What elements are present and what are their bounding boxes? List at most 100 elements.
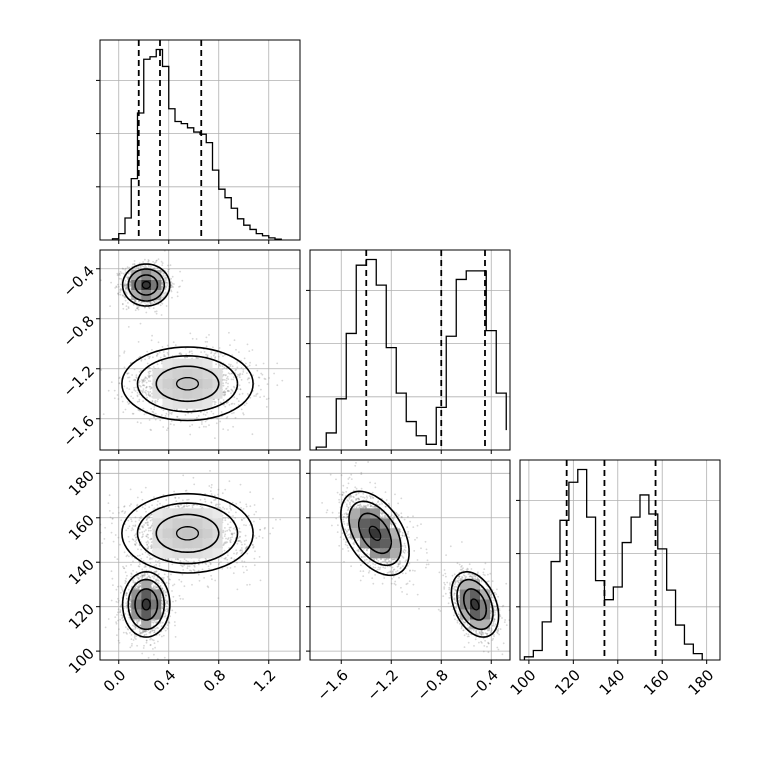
scatter-point bbox=[154, 587, 157, 589]
scatter-point bbox=[206, 354, 209, 356]
contour-line bbox=[134, 274, 159, 296]
scatter-point bbox=[201, 506, 204, 509]
scatter-point bbox=[118, 641, 121, 644]
scatter-point bbox=[181, 279, 184, 282]
scatter-point bbox=[138, 583, 140, 586]
scatter-point bbox=[124, 282, 126, 285]
scatter-point bbox=[149, 301, 152, 303]
scatter-point bbox=[162, 426, 165, 428]
scatter-point bbox=[127, 372, 130, 375]
scatter-point bbox=[123, 284, 126, 287]
scatter-point bbox=[253, 395, 256, 397]
scatter-point bbox=[224, 391, 227, 393]
scatter-point bbox=[141, 381, 144, 384]
scatter-point bbox=[145, 389, 147, 392]
scatter-point bbox=[137, 588, 140, 590]
scatter-point bbox=[128, 504, 131, 507]
scatter-point bbox=[193, 565, 196, 568]
scatter-point bbox=[165, 608, 168, 610]
scatter-point bbox=[140, 369, 142, 372]
scatter-point bbox=[121, 400, 124, 403]
scatter-point bbox=[235, 348, 237, 351]
scatter-point bbox=[118, 382, 121, 385]
scatter-point bbox=[156, 621, 158, 623]
scatter-point bbox=[206, 411, 209, 414]
scatter-point bbox=[164, 629, 167, 632]
scatter-point bbox=[138, 586, 140, 589]
scatter-point bbox=[164, 276, 166, 279]
scatter-point bbox=[136, 391, 139, 394]
panel-border bbox=[309, 249, 511, 451]
scatter-point bbox=[163, 278, 166, 280]
scatter-point bbox=[161, 635, 163, 638]
scatter-point bbox=[174, 599, 177, 602]
density-cell bbox=[172, 378, 183, 389]
scatter-point bbox=[117, 639, 120, 642]
scatter-point bbox=[117, 585, 119, 588]
scatter-point bbox=[149, 428, 152, 431]
scatter-point bbox=[224, 374, 227, 377]
scatter-point bbox=[130, 573, 133, 575]
scatter-point bbox=[135, 635, 138, 637]
scatter-point bbox=[150, 526, 152, 528]
scatter-point bbox=[198, 559, 200, 562]
scatter-point bbox=[233, 403, 236, 405]
scatter-point bbox=[219, 401, 222, 404]
scatter-point bbox=[139, 582, 142, 585]
scatter-point bbox=[150, 637, 152, 640]
scatter-point bbox=[123, 352, 125, 354]
scatter-point bbox=[129, 602, 132, 605]
scatter-point bbox=[115, 285, 118, 288]
scatter-point bbox=[149, 302, 152, 304]
scatter-point bbox=[190, 350, 193, 353]
scatter-point bbox=[147, 259, 150, 261]
scatter-point bbox=[155, 570, 158, 573]
density-cell bbox=[192, 378, 203, 389]
scatter-point bbox=[132, 539, 135, 541]
scatter-point bbox=[168, 578, 171, 581]
scatter-point bbox=[145, 392, 147, 395]
scatter-point bbox=[138, 531, 141, 534]
scatter-point bbox=[132, 379, 135, 381]
scatter-point bbox=[117, 608, 120, 611]
scatter-point bbox=[174, 624, 176, 627]
scatter-point bbox=[138, 586, 140, 589]
scatter-point bbox=[149, 557, 152, 560]
scatter-point bbox=[139, 322, 142, 325]
scatter-point bbox=[136, 621, 138, 623]
scatter-point bbox=[212, 398, 215, 401]
scatter-point bbox=[186, 356, 188, 358]
scatter-point bbox=[145, 311, 148, 314]
scatter-point bbox=[132, 580, 135, 582]
scatter-point bbox=[166, 624, 169, 626]
scatter-point bbox=[149, 630, 152, 633]
scatter-point bbox=[214, 352, 217, 354]
scatter-point bbox=[193, 483, 196, 486]
density-cell bbox=[202, 368, 213, 379]
scatter-point bbox=[139, 632, 142, 634]
scatter-point bbox=[145, 529, 147, 531]
scatter-point bbox=[158, 573, 160, 575]
scatter-point bbox=[138, 384, 141, 387]
scatter-point bbox=[149, 302, 152, 305]
scatter-point bbox=[186, 356, 189, 359]
scatter-point bbox=[120, 278, 123, 280]
scatter-point bbox=[159, 419, 162, 422]
scatter-point bbox=[137, 268, 140, 270]
scatter-point bbox=[113, 389, 116, 392]
scatter-point bbox=[188, 504, 190, 507]
scatter-point bbox=[154, 299, 157, 302]
scatter-point bbox=[215, 422, 218, 425]
x-tick-label: 180 bbox=[684, 666, 717, 699]
scatter-point bbox=[190, 570, 193, 572]
scatter-point bbox=[151, 349, 153, 351]
scatter-point bbox=[133, 636, 136, 639]
scatter-point bbox=[139, 575, 142, 578]
scatter-point bbox=[217, 488, 220, 491]
scatter-point bbox=[225, 374, 227, 376]
scatter-point bbox=[244, 534, 247, 537]
scatter-point bbox=[191, 352, 194, 355]
scatter-point bbox=[117, 599, 120, 602]
scatter-point bbox=[141, 575, 144, 578]
density-cell bbox=[182, 368, 193, 379]
